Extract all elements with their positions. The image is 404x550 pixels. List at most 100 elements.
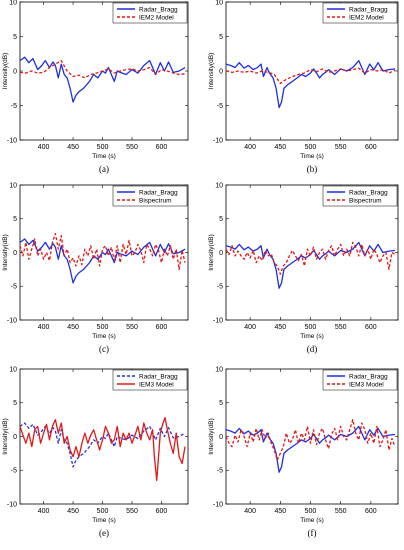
- y-tick-label: 5: [13, 216, 17, 223]
- y-tick-label: 10: [215, 182, 223, 189]
- chart-panel-6: -10 -5 0 5 10 400 450 500 550 600 Time (s) Intensit…: [208, 366, 399, 538]
- panel-caption: (d): [307, 344, 318, 354]
- x-tick-label: 550: [335, 144, 347, 151]
- y-tick-label: -10: [7, 317, 17, 324]
- x-tick-label: 550: [126, 508, 138, 515]
- y-tick-label: 5: [13, 400, 17, 407]
- y-axis-label: Intensity(dB): [208, 234, 215, 271]
- legend-label: IEM2 Model: [349, 14, 384, 21]
- y-tick-label: 10: [9, 0, 17, 6]
- legend-label: Bispectrum: [139, 197, 172, 204]
- series-layer: [226, 418, 396, 473]
- y-tick-label: -5: [11, 103, 17, 110]
- x-tick-label: 500: [97, 324, 109, 331]
- y-tick-label: 5: [219, 400, 223, 407]
- x-tick-label: 500: [97, 508, 109, 515]
- x-tick-label: 400: [244, 144, 256, 151]
- x-tick-label: 550: [126, 144, 138, 151]
- y-axis-label: Intensity(dB): [2, 234, 9, 271]
- x-tick-label: 500: [305, 324, 317, 331]
- y-tick-label: 0: [219, 68, 223, 75]
- y-tick-label: -10: [7, 501, 17, 508]
- legend-box: [112, 369, 188, 391]
- x-tick-label: 450: [274, 324, 286, 331]
- x-tick-label: 500: [305, 144, 317, 151]
- chart-panel-2: -10 -5 0 5 10 400 450 500 550 600 Time (s) Intensit…: [208, 0, 399, 174]
- x-tick-label: 400: [244, 324, 256, 331]
- x-axis-label: Time (s): [300, 153, 324, 160]
- series-layer: [20, 416, 186, 482]
- legend-box: [322, 369, 398, 391]
- x-tick-label: 450: [67, 144, 79, 151]
- x-tick-label: 450: [274, 144, 286, 151]
- x-tick-label: 600: [365, 508, 377, 515]
- series-line-1: [226, 60, 396, 109]
- x-tick-label: 400: [244, 508, 256, 515]
- panel-caption: (a): [99, 164, 109, 174]
- series-line-2: [226, 241, 396, 275]
- x-tick-label: 500: [305, 508, 317, 515]
- y-axis-label: Intensity(dB): [208, 53, 215, 90]
- legend-box: [112, 2, 188, 24]
- y-tick-label: -10: [213, 317, 223, 324]
- y-tick-label: 0: [13, 434, 17, 441]
- y-tick-label: 0: [219, 250, 223, 257]
- y-axis-label: Intensity(dB): [2, 53, 9, 90]
- legend-label: Radar_Bragg: [349, 373, 388, 380]
- x-axis-label: Time (s): [92, 333, 116, 340]
- y-tick-label: -5: [11, 468, 17, 475]
- x-tick-label: 550: [126, 324, 138, 331]
- y-tick-label: 0: [13, 68, 17, 75]
- chart-panel-5: -10 -5 0 5 10 400 450 500 550 600 Time (s) Intensit…: [2, 366, 189, 538]
- y-tick-label: 10: [9, 182, 17, 189]
- series-line-2: [20, 60, 186, 79]
- x-axis-label: Time (s): [92, 517, 116, 524]
- legend-box: [112, 185, 188, 207]
- series-line-2: [20, 232, 186, 271]
- series-line-2: [226, 67, 396, 85]
- x-tick-label: 450: [274, 508, 286, 515]
- series-line-1: [20, 56, 186, 103]
- y-tick-label: -10: [7, 137, 17, 144]
- y-tick-label: -5: [217, 284, 223, 291]
- legend-label: IEM2 Model: [139, 14, 174, 21]
- panel-caption: (b): [307, 164, 318, 174]
- legend-label: Radar_Bragg: [139, 6, 178, 13]
- legend-label: Radar_Bragg: [139, 189, 178, 196]
- x-tick-label: 600: [365, 144, 377, 151]
- x-axis-label: Time (s): [300, 517, 324, 524]
- x-tick-label: 400: [38, 144, 50, 151]
- panel-caption: (e): [99, 528, 109, 538]
- y-axis-label: Intensity(dB): [2, 418, 9, 455]
- chart-panel-3: -10 -5 0 5 10 400 450 500 550 600 Time (s) Intensit…: [2, 182, 189, 354]
- legend-label: IEM3 Model: [349, 381, 384, 388]
- panel-caption: (c): [99, 344, 109, 354]
- x-tick-label: 550: [335, 324, 347, 331]
- series-layer: [20, 232, 186, 284]
- y-tick-label: 10: [9, 366, 17, 373]
- y-axis-label: Intensity(dB): [208, 418, 215, 455]
- x-tick-label: 450: [67, 508, 79, 515]
- x-tick-label: 500: [97, 144, 109, 151]
- y-tick-label: 0: [219, 434, 223, 441]
- legend-label: Radar_Bragg: [349, 6, 388, 13]
- series-line-2: [20, 416, 186, 482]
- x-tick-label: 550: [335, 508, 347, 515]
- x-tick-label: 400: [38, 324, 50, 331]
- legend-label: IEM3 Model: [139, 381, 174, 388]
- y-tick-label: 0: [13, 250, 17, 257]
- y-tick-label: -5: [217, 103, 223, 110]
- x-axis-label: Time (s): [300, 333, 324, 340]
- y-tick-label: 10: [215, 0, 223, 6]
- y-tick-label: 10: [215, 366, 223, 373]
- legend-box: [322, 185, 398, 207]
- y-tick-label: -5: [11, 284, 17, 291]
- x-axis-label: Time (s): [92, 153, 116, 160]
- series-line-1: [20, 238, 186, 284]
